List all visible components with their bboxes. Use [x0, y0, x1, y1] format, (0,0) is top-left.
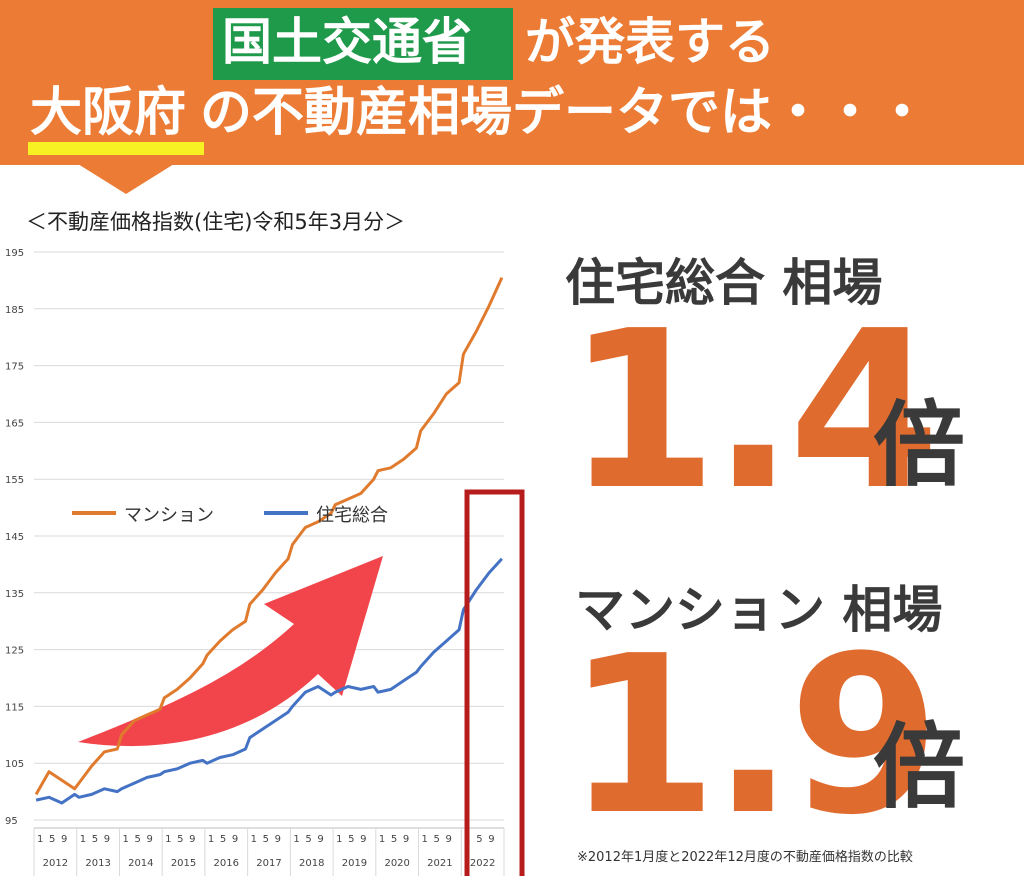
osaka-underline: [28, 142, 204, 155]
x-year-label: 2016: [214, 858, 239, 869]
y-tick-label: 115: [5, 702, 24, 713]
x-month-tick: 9: [360, 834, 366, 845]
housing-ratio-label: 住宅総合 相場: [565, 254, 883, 312]
x-month-tick: 1: [379, 834, 385, 845]
y-tick-label: 195: [5, 248, 24, 259]
ministry-name: 国土交通省: [222, 13, 472, 71]
banner-pointer: [78, 164, 174, 194]
x-month-tick: 1: [80, 834, 86, 845]
x-month-tick: 5: [134, 834, 140, 845]
x-month-tick: 1: [336, 834, 342, 845]
mansion-ratio-value: 1.9: [566, 610, 940, 863]
x-month-tick: 9: [232, 834, 238, 845]
x-month-tick: 1: [165, 834, 171, 845]
x-year-label: 2019: [342, 858, 367, 869]
trend-arrow: [78, 556, 383, 747]
legend-label-housing: 住宅総合: [316, 505, 388, 526]
housing-ratio-unit: 倍: [873, 392, 966, 499]
mansion-ratio-label: マンション 相場: [575, 581, 943, 639]
y-tick-label: 155: [5, 475, 24, 486]
x-month-tick: 9: [275, 834, 281, 845]
x-year-label: 2017: [256, 858, 281, 869]
y-tick-label: 125: [5, 646, 24, 657]
x-month-tick: 1: [251, 834, 257, 845]
x-month-tick: 5: [49, 834, 55, 845]
comparison-footnote: ※2012年1月度と2022年12月度の不動産価格指数の比較: [577, 850, 913, 865]
y-tick-label: 135: [5, 589, 24, 600]
x-month-tick: 9: [189, 834, 195, 845]
x-month-tick: 1: [208, 834, 214, 845]
emphasis-box-2022: [464, 489, 525, 876]
legend-label-mansion: マンション: [124, 505, 214, 526]
mansion-ratio-unit: 倍: [873, 714, 966, 821]
y-tick-label: 185: [5, 305, 24, 316]
x-month-tick: 1: [293, 834, 299, 845]
y-tick-label: 175: [5, 362, 24, 373]
y-tick-label: 105: [5, 759, 24, 770]
header-line1-rest: が発表する: [525, 13, 775, 71]
x-month-tick: 5: [305, 834, 311, 845]
osaka-label: 大阪府: [30, 83, 187, 143]
x-year-label: 2014: [128, 858, 153, 869]
x-month-tick: 5: [263, 834, 269, 845]
chart-lines: [34, 276, 504, 805]
x-year-label: 2022: [470, 858, 495, 869]
series-line-mansion: [34, 276, 504, 796]
x-month-tick: 1: [122, 834, 128, 845]
x-month-tick: 9: [61, 834, 67, 845]
y-axis-labels: 195 185 175 165 155 145 135 125 115 105 95: [5, 248, 24, 827]
x-year-label: 2015: [171, 858, 196, 869]
housing-ratio-value: 1.4: [566, 285, 940, 538]
y-tick-label: 95: [5, 816, 18, 827]
x-month-tick: 9: [146, 834, 152, 845]
x-month-tick: 5: [348, 834, 354, 845]
x-year-label: 2018: [299, 858, 324, 869]
x-month-tick: 5: [434, 834, 440, 845]
x-month-tick: 9: [488, 834, 494, 845]
x-year-label: 2020: [384, 858, 409, 869]
x-year-label: 2013: [85, 858, 110, 869]
y-tick-label: 145: [5, 532, 24, 543]
header-line2-rest: の不動産相場データでは・・・: [200, 83, 929, 143]
x-month-tick: 5: [391, 834, 397, 845]
x-month-tick: 9: [104, 834, 110, 845]
series-line-housing: [35, 557, 504, 805]
x-month-tick: 5: [92, 834, 98, 845]
x-month-tick: 5: [177, 834, 183, 845]
x-month-tick: 9: [446, 834, 452, 845]
y-tick-label: 165: [5, 418, 24, 429]
x-month-tick: 5: [476, 834, 482, 845]
x-month-tick: 1: [37, 834, 43, 845]
x-month-tick: 9: [317, 834, 323, 845]
x-year-label: 2021: [427, 858, 452, 869]
x-month-tick: 5: [220, 834, 226, 845]
x-year-label: 2012: [43, 858, 68, 869]
chart-title: ＜不動産価格指数(住宅)令和5年3月分＞: [26, 210, 406, 234]
x-month-tick: 9: [403, 834, 409, 845]
x-month-tick: 1: [422, 834, 428, 845]
ministry-highlight-box: [213, 8, 513, 80]
